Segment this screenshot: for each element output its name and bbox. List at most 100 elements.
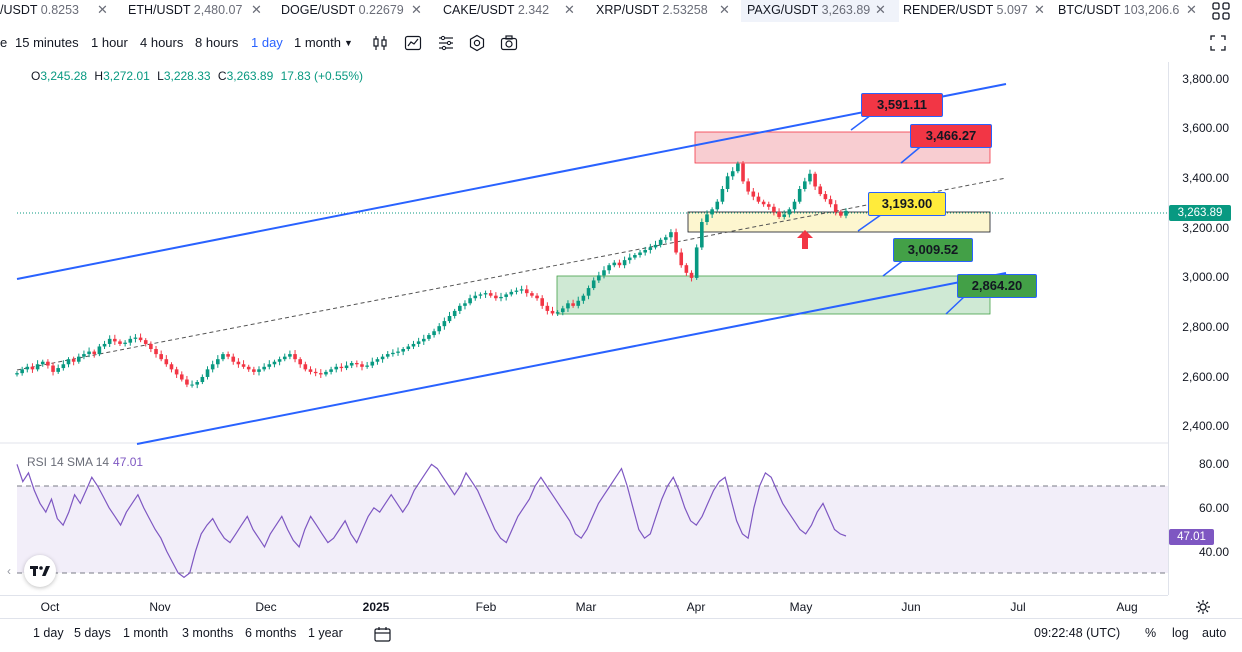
rsi-legend[interactable]: RSI 14 SMA 14 47.01: [27, 455, 143, 469]
candle-body: [288, 354, 292, 357]
range-1-year[interactable]: 1 year: [308, 626, 343, 640]
interval-1-day[interactable]: 1 day: [251, 35, 283, 50]
range-6-months[interactable]: 6 months: [245, 626, 297, 640]
time-tick: Mar: [575, 600, 597, 614]
candle-body: [344, 365, 349, 369]
candle-body: [401, 349, 405, 352]
log-toggle[interactable]: log: [1172, 626, 1189, 640]
time-tick: Dec: [255, 600, 277, 614]
time-tick: 2025: [362, 600, 390, 614]
price-axis[interactable]: 3,800.00 3,600.00 3,400.00 3,200.00 3,00…: [1168, 62, 1242, 595]
high-value: 3,272.01: [103, 69, 150, 83]
candle-body: [92, 351, 97, 355]
utc-clock[interactable]: 09:22:48 (UTC): [1034, 626, 1121, 640]
tab-symbol[interactable]: BTC/USDT 103,206.6 ✕: [1058, 0, 1197, 22]
price-callout-3193[interactable]: 3,193.00: [868, 192, 946, 216]
tab-symbol[interactable]: RENDER/USDT 5.097 ✕: [903, 0, 1045, 22]
gear-icon[interactable]: [1195, 599, 1211, 615]
tab-symbol[interactable]: ETH/USDT 2,480.07 ✕: [128, 0, 262, 22]
tab-symbol[interactable]: DOGE/USDT 0.22679 ✕: [281, 0, 422, 22]
rsi-tick: 80.00: [1198, 457, 1229, 471]
price-callout-3009[interactable]: 3,009.52: [893, 238, 973, 262]
time-axis[interactable]: Oct Nov Dec 2025 Feb Mar Apr May Jun Jul…: [0, 595, 1210, 618]
candle-body: [519, 289, 524, 291]
candle-body: [71, 359, 76, 362]
candle-body: [308, 369, 313, 372]
auto-toggle[interactable]: auto: [1202, 626, 1227, 640]
close-icon[interactable]: ✕: [97, 2, 108, 17]
price-callout-3591[interactable]: 3,591.11: [861, 93, 943, 117]
candle-body: [102, 343, 107, 347]
candle-body: [524, 289, 529, 294]
candle-body: [566, 303, 570, 309]
close-icon[interactable]: ✕: [1186, 2, 1197, 17]
candle-body: [488, 293, 493, 296]
indicators-icon[interactable]: [404, 34, 422, 52]
percent-toggle[interactable]: %: [1145, 626, 1157, 640]
tradingview-logo[interactable]: [24, 555, 56, 587]
tab-symbol[interactable]: XRP/USDT 2.53258 ✕: [596, 0, 730, 22]
layout-grid-icon[interactable]: [1212, 2, 1230, 20]
tab-symbol[interactable]: /USDT 0.8253 ✕: [0, 0, 108, 22]
candle-body: [396, 351, 400, 353]
tab-symbol[interactable]: CAKE/USDT 2.342 ✕: [443, 0, 575, 22]
candle-body: [87, 351, 91, 355]
tab-symbol-active[interactable]: PAXG/USDT 3,263.89 ✕: [741, 0, 899, 22]
candle-body: [159, 354, 163, 360]
candle-body: [257, 369, 261, 372]
interval-15-minutes[interactable]: 15 minutes: [15, 35, 79, 50]
candle-body: [730, 171, 735, 177]
candle-body: [40, 361, 45, 365]
candle-body: [97, 346, 102, 355]
candle-body: [370, 361, 375, 366]
templates-icon[interactable]: [437, 34, 455, 52]
candle-body: [808, 173, 812, 182]
interval-1-hour[interactable]: 1 hour: [91, 35, 128, 50]
candle-body: [385, 354, 390, 357]
candle-body: [839, 211, 843, 216]
candle-body: [329, 369, 333, 372]
chevron-left-icon[interactable]: ‹: [7, 564, 11, 578]
range-5-days[interactable]: 5 days: [74, 626, 111, 640]
candle-body: [751, 191, 756, 197]
candles-group: [15, 161, 848, 389]
interval-4-hours[interactable]: 4 hours: [140, 35, 184, 50]
chevron-down-icon[interactable]: ▼: [344, 38, 353, 48]
candle-body: [550, 310, 555, 314]
range-3-months[interactable]: 3 months: [182, 626, 234, 640]
close-icon[interactable]: ✕: [564, 2, 575, 17]
interval-option[interactable]: e: [0, 35, 8, 50]
candle-body: [720, 189, 725, 202]
price-callout-3466[interactable]: 3,466.27: [910, 124, 992, 148]
interval-8-hours[interactable]: 8 hours: [195, 35, 239, 50]
callout-leader: [945, 295, 966, 315]
range-1-month[interactable]: 1 month: [123, 626, 169, 640]
tab-symbol-name: /USDT: [0, 3, 38, 17]
close-value: 3,263.89: [226, 69, 274, 83]
candle-body: [674, 232, 678, 253]
demand-zone: [556, 275, 991, 315]
price-callout-2864[interactable]: 2,864.20: [957, 274, 1037, 298]
price-tick: 2,600.00: [1182, 370, 1229, 384]
close-icon[interactable]: ✕: [411, 2, 422, 17]
candle-body: [334, 366, 339, 370]
candle-body: [530, 293, 534, 296]
close-icon[interactable]: ✕: [875, 2, 886, 17]
interval-1-month[interactable]: 1 month: [294, 35, 341, 50]
candle-style-icon[interactable]: [371, 34, 389, 52]
close-icon[interactable]: ✕: [1034, 2, 1045, 17]
range-1-day[interactable]: 1 day: [33, 626, 64, 640]
channel-upper-line: [16, 83, 1007, 280]
candle-body: [586, 288, 591, 296]
camera-icon[interactable]: [500, 34, 518, 52]
fullscreen-icon[interactable]: [1209, 34, 1227, 52]
candle-body: [118, 341, 122, 344]
candle-body: [684, 265, 689, 273]
close-icon[interactable]: ✕: [251, 2, 262, 17]
candle-body: [432, 331, 436, 336]
calendar-icon[interactable]: [374, 626, 391, 642]
candle-body: [380, 356, 385, 360]
settings-icon[interactable]: [468, 34, 486, 52]
price-chart[interactable]: [0, 62, 1168, 595]
close-icon[interactable]: ✕: [719, 2, 730, 17]
